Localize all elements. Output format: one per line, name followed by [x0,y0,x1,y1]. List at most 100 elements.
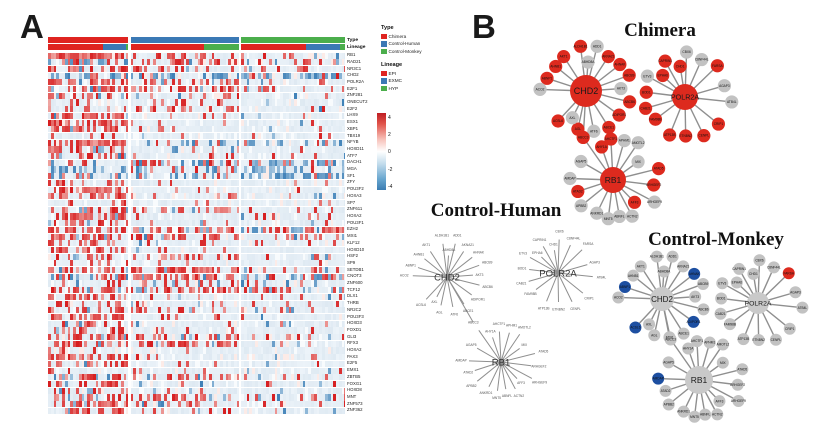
network-edge [446,251,465,278]
heatmap-row-block [48,173,128,180]
heatmap-row-block [130,106,239,113]
network-node [716,356,729,369]
network-node [716,338,729,351]
network-node-label: APBB2 [664,403,675,407]
gene-label: NR3C1 [347,65,362,71]
network-node [625,209,639,223]
network-node [664,333,677,346]
heatmap-row-block [130,193,239,200]
heatmap-row-block [130,280,239,287]
heatmap-row-block [130,287,239,294]
heatmap-row-block [241,260,345,267]
heatmap-row-block [48,106,128,113]
gene-label: GLI3 [347,333,357,339]
network-node-label: BOD1 [642,90,651,94]
network-node-label: ARHGEF2 [646,183,661,187]
network-hub [747,292,769,314]
network-node [639,85,653,99]
network-edge [476,347,502,363]
network-node-label: FARSA [583,242,594,246]
network-node [736,363,749,376]
gene-label: SP9 [347,259,356,265]
colorbar-tick-label: -2 [388,166,393,173]
network-edge [557,249,583,274]
network-node-label: ATAD5 [654,167,664,171]
network-node-label: ATB4L [798,306,808,310]
network-node-label: CRIP1 [785,327,795,331]
colorbar-tick-label: 0 [388,149,391,156]
heatmap-row-block [241,146,345,153]
heatmap-row-block [241,72,345,79]
network-edge [500,361,516,390]
network-edge [557,239,560,274]
network-node [590,39,604,53]
network-node-label: APBB2 [576,204,587,208]
network-edge [417,267,448,278]
network-node-label: AMOTL2 [518,325,531,329]
network-node-label: AHNB1 [550,65,561,69]
network-node [623,95,637,109]
network-node-label: ACTN2 [712,412,723,416]
heatmap-row-block [48,199,128,207]
network-node [576,130,590,145]
heatmap-row-block [130,293,239,301]
heatmap-row-block [130,153,239,160]
network-node-label: ABNFL [700,413,711,417]
network-node-label: ANKRD1 [677,410,690,414]
heatmap-row-block [241,293,345,301]
network-node [782,267,795,280]
network-node-label: C8NF44L [767,266,781,270]
gene-label: E2F2 [347,105,358,111]
network-edge [500,361,518,379]
network-edge [446,276,454,308]
network-node [679,45,694,59]
network-node [612,108,626,122]
network-edge [446,255,450,278]
network-node-label: ABCB9 [698,282,709,286]
network-edge [528,272,559,282]
heatmap-row-block [130,347,239,354]
network-node-label: ACO2 [536,87,545,91]
heatmap-row-block [241,307,345,314]
gene-label: NFYB [347,139,359,145]
network-node-label: AHY1A [485,329,496,333]
network-node-label: CENPL [570,307,581,311]
annotation-bar-segment [103,44,126,51]
heatmap-row-block [48,72,128,79]
legend-swatch [381,70,387,76]
legend-item-label: Control-Human [388,41,421,46]
heatmap-row-block [241,59,345,66]
network-node [617,133,631,148]
network-node-label: CAPRIN1 [658,59,672,63]
network-hub [570,75,602,107]
gene-label: ESX1 [347,119,358,125]
gene-label: HOXD10 [347,246,365,252]
network-node-label: CBX6 [682,50,691,54]
network-node [571,184,585,199]
network-node-label: APBB2 [466,384,477,388]
network-node [657,265,670,278]
network-hub-label: RB1 [492,357,510,368]
network-node-label: AHNB1 [628,274,639,278]
heatmap-row-block [130,313,239,321]
heatmap-row-block [130,387,239,394]
network-node [697,129,711,143]
network-node-label: AKT3 [691,295,699,299]
network-hub-label: RB1 [605,175,622,185]
network-condition-title: Control-Monkey [648,229,784,250]
gene-label: DLX1 [347,293,358,299]
network-node-label: AGAP5 [466,343,477,347]
network-node-label: ARHGEF9 [731,399,746,403]
network-node-label: AHNAK [614,63,626,67]
network-node-label: AKT3 [617,87,625,91]
gene-label: ZFY [347,179,356,185]
heatmap-row-block [241,153,345,160]
network-node-label: ARHGEF9 [532,381,547,385]
network-node-label: ARHGEF2 [531,365,546,369]
gene-label: RFX3 [347,340,358,346]
heatmap-row-block [48,313,128,321]
heatmap-row-block [48,287,128,294]
heatmap-row-block [130,72,239,79]
network-edge [429,251,448,278]
network-node-label: AHY1A [596,145,607,149]
